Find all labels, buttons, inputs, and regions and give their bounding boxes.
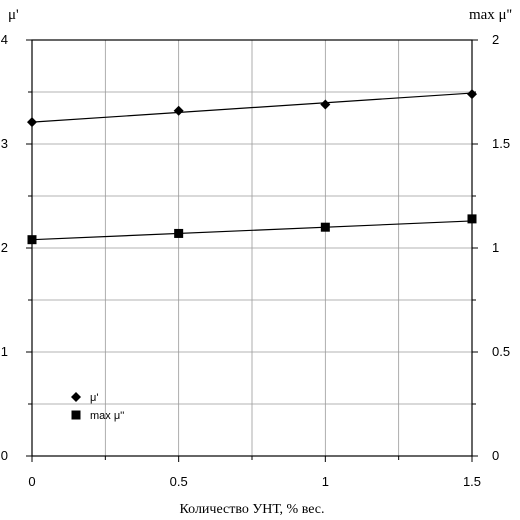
series-layer xyxy=(27,89,477,245)
series-mu-prime-trend-line xyxy=(31,92,473,123)
y-left-tick-label: 4 xyxy=(1,32,8,47)
legend-mu-prime-label: μ' xyxy=(90,392,98,404)
y-left-tick-label: 0 xyxy=(1,448,8,463)
legend-mu-prime-marker xyxy=(71,392,81,402)
legend-max-mu-double-prime-marker xyxy=(71,410,81,420)
y-right-tick-label: 1 xyxy=(492,240,499,255)
y-left-tick-label: 3 xyxy=(1,136,8,151)
series-mu-prime-point xyxy=(27,117,37,128)
y-right-axis-title: max μ'' xyxy=(469,7,512,23)
series-max-mu-double-prime-point xyxy=(467,214,477,224)
legend: μ' max μ'' xyxy=(71,392,124,422)
series-mu-prime-point xyxy=(173,105,184,116)
series-max-mu-double-prime-point xyxy=(320,222,330,232)
y-right-tick-label: 2 xyxy=(492,32,499,47)
series-mu-prime-point xyxy=(320,99,331,110)
x-tick-label: 1.5 xyxy=(463,474,481,489)
legend-max-mu-double-prime-label: max μ'' xyxy=(90,410,124,422)
series-max-mu-double-prime-point xyxy=(27,235,37,245)
series-mu-prime-point xyxy=(467,89,477,100)
y-left-axis-title: μ' xyxy=(8,7,19,23)
y-right-tick-label: 0 xyxy=(492,448,499,463)
y-left-tick-label: 2 xyxy=(1,240,8,255)
y-right-tick-label: 1.5 xyxy=(492,136,510,151)
series-max-mu-double-prime-trend-line xyxy=(31,220,473,241)
x-tick-label: 0.5 xyxy=(170,474,188,489)
y-left-tick-label: 1 xyxy=(1,344,8,359)
x-axis-title: Количество УНТ, % вес. xyxy=(179,502,324,517)
x-tick-label: 1 xyxy=(322,474,329,489)
series-max-mu-double-prime-point xyxy=(174,228,184,238)
axis-ticks: 0 0.5 1 1.5 0 1 2 3 4 0 0.5 1 1.5 2 xyxy=(1,32,510,489)
y-right-tick-label: 0.5 xyxy=(492,344,510,359)
x-tick-label: 0 xyxy=(28,474,35,489)
